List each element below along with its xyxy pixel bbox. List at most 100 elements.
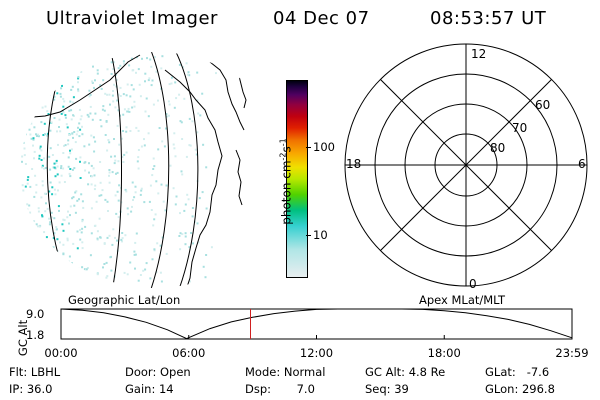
emission-speck [37,135,40,138]
emission-speck [77,88,80,91]
emission-speck [47,113,50,115]
emission-speck [26,182,29,185]
emission-speck [189,144,192,147]
emission-speck [62,105,65,108]
emission-speck [44,167,47,169]
emission-speck [56,173,59,176]
emission-speck [66,126,69,129]
emission-speck [99,161,102,163]
emission-speck [42,134,45,136]
emission-speck [77,90,80,93]
colorbar-tick-10: 10 [313,228,328,242]
emission-speck [128,64,131,67]
emission-speck [55,162,58,164]
emission-speck [63,144,65,147]
emission-speck [108,174,110,177]
emission-speck [93,188,96,191]
emission-speck [36,135,38,137]
emission-speck [80,115,83,118]
emission-speck [78,198,80,201]
emission-speck [94,184,97,187]
emission-speck [93,150,96,153]
polar-axis [380,79,552,251]
emission-speck [154,56,156,58]
emission-speck [49,181,52,184]
emission-speck [110,61,113,64]
emission-speck [96,72,99,75]
emission-speck [90,134,93,137]
emission-speck [125,190,128,193]
emission-speck [199,114,202,117]
emission-speck [113,155,116,158]
emission-speck [112,90,114,92]
emission-speck [184,243,187,246]
altitude-xtick: 23:59 [555,346,589,360]
emission-speck [175,97,178,100]
emission-speck [127,213,130,216]
emission-speck [123,153,126,156]
emission-speck [153,218,156,221]
dsp-status: Dsp: 7.0 [245,382,315,396]
emission-speck [169,164,172,167]
coastline [164,69,223,288]
emission-speck [134,185,137,188]
emission-speck [67,139,70,142]
emission-speck [160,67,163,70]
emission-speck [55,228,58,231]
emission-speck [44,133,46,136]
emission-speck [149,277,152,280]
emission-speck [181,233,184,236]
emission-speck [128,110,131,113]
emission-speck [53,166,56,169]
emission-speck [113,61,116,64]
emission-speck [126,83,129,86]
emission-speck [136,160,139,163]
emission-speck [137,156,140,159]
emission-speck [121,137,123,140]
emission-speck [69,149,71,152]
emission-speck [133,105,136,108]
emission-speck [62,152,65,154]
emission-speck [117,199,120,202]
emission-speck [55,226,58,229]
emission-speck [89,94,92,96]
emission-speck [56,130,58,133]
emission-speck [141,57,143,60]
emission-speck [80,231,83,234]
emission-speck [188,117,191,120]
emission-speck [173,106,176,109]
emission-speck [152,224,155,227]
emission-speck [121,156,124,158]
emission-speck [69,168,72,170]
coastline [235,149,243,206]
emission-speck [165,113,168,115]
emission-speck [60,167,62,170]
emission-speck [137,167,140,170]
emission-speck [60,174,63,177]
emission-speck [71,85,74,88]
emission-speck [155,180,158,183]
emission-speck [189,280,191,283]
emission-speck [64,144,67,147]
emission-speck [93,174,96,177]
emission-speck [69,214,71,217]
emission-speck [170,82,173,85]
emission-speck [66,237,69,240]
emission-speck [76,247,79,250]
emission-speck [195,153,198,156]
emission-speck [198,197,201,200]
emission-speck [72,96,75,99]
emission-speck [133,100,136,103]
emission-speck [160,87,163,90]
emission-speck [161,236,164,239]
emission-speck [67,143,70,146]
emission-speck [123,108,126,111]
emission-speck [38,157,41,160]
emission-speck [46,132,49,135]
emission-speck [61,84,63,87]
emission-speck [81,125,83,128]
emission-speck [154,213,157,216]
emission-speck [190,232,193,234]
emission-speck [94,224,97,227]
